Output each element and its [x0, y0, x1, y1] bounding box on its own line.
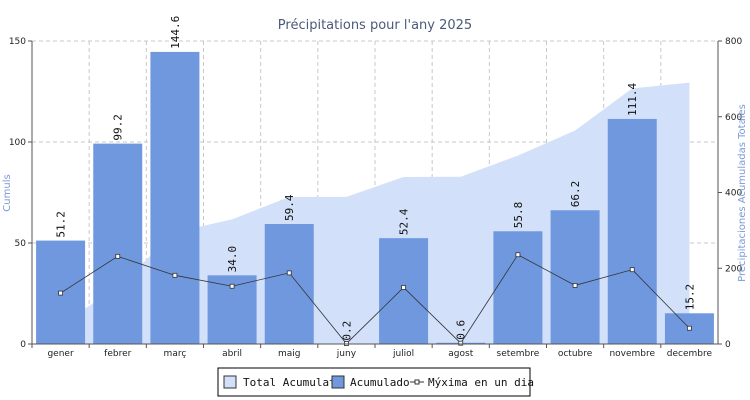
x-tick-label: gener [47, 349, 73, 359]
legend: Total Acumulat Acumulado Mýxima en un di… [217, 367, 534, 397]
x-tick-label: decembre [667, 349, 713, 359]
legend-label-total: Total Acumulat [243, 376, 336, 389]
bar-value-label: 51.2 [55, 211, 68, 238]
y-left-tick-label: 100 [9, 138, 26, 148]
bar-value-label: 15.2 [683, 284, 696, 311]
bar-value-label: 55.8 [512, 202, 525, 229]
daily-max-point [687, 325, 692, 331]
bar-value-labels: 51.2 99.2 144.6 34.0 59.4 0.2 52.4 0.6 55.8 66.2 1… [55, 16, 697, 341]
daily-max-point [401, 285, 406, 290]
bar-value-label: 59.4 [283, 194, 296, 221]
x-tick-label: agost [448, 349, 473, 359]
bar-març [150, 51, 200, 345]
bar-value-label: 144.6 [169, 16, 182, 49]
x-tick-label: maig [278, 349, 301, 359]
x-tick-label: febrer [104, 349, 131, 359]
bar-value-label: 66.2 [569, 181, 582, 208]
monthly-bars [36, 51, 714, 345]
x-tick-label: juliol [392, 349, 414, 359]
y-left-tick-label: 50 [15, 239, 27, 249]
bar-value-label: 34.0 [226, 246, 239, 272]
axes: 0 50 100 150 0 200 400 600 800 gener febrer març abr… [9, 37, 743, 359]
bar-febrer [93, 143, 143, 344]
y-right-tick-label: 200 [725, 264, 742, 274]
daily-max-point [515, 252, 521, 258]
bar-juliol [379, 238, 429, 344]
y-right-axis-title: Precipitaciones Acumuladas Totales [737, 104, 748, 282]
daily-max-point [629, 267, 635, 273]
bar-value-label: 111.4 [626, 82, 639, 115]
y-right-tick-label: 400 [725, 189, 742, 199]
y-left-tick-label: 0 [20, 340, 26, 350]
daily-max-point [58, 290, 63, 296]
daily-max-point [172, 272, 178, 278]
bar-value-label: 0.6 [455, 320, 468, 340]
legend-swatch-bars [331, 375, 345, 389]
x-tick-label: juny [336, 349, 357, 359]
daily-max-point [229, 283, 235, 289]
bar-value-label: 52.4 [398, 208, 411, 235]
y-left-axis-title: Cumuls [2, 174, 13, 211]
daily-max-point [286, 270, 292, 276]
legend-swatch-total [223, 375, 237, 389]
bar-maig [264, 224, 314, 344]
x-tick-label: octubre [558, 349, 593, 359]
x-tick-label: abril [222, 349, 242, 359]
chart-title: Précipitations pour l'any 2025 [278, 18, 472, 33]
x-tick-label: març [164, 349, 187, 359]
legend-box [217, 367, 531, 397]
y-left-tick-label: 150 [9, 37, 26, 47]
bar-setembre [493, 231, 543, 344]
y-right-tick-label: 600 [725, 113, 742, 123]
x-tick-label: setembre [497, 349, 540, 359]
daily-max-point [572, 283, 578, 288]
legend-label-line: Mýxima en un dia [428, 376, 534, 389]
bar-octubre [550, 210, 600, 344]
bar-novembre [607, 118, 657, 344]
bar-value-label: 0.2 [340, 321, 353, 341]
daily-max-polyline [60, 254, 690, 345]
x-tick-label: novembre [609, 349, 655, 359]
y-right-tick-label: 800 [725, 37, 742, 47]
bar-value-label: 99.2 [112, 114, 125, 141]
y-right-tick-label: 0 [725, 340, 731, 350]
legend-swatch-marker [414, 379, 420, 385]
daily-max-point [115, 253, 121, 259]
daily-max-point [458, 340, 464, 346]
legend-label-bars: Acumulado [350, 376, 410, 389]
